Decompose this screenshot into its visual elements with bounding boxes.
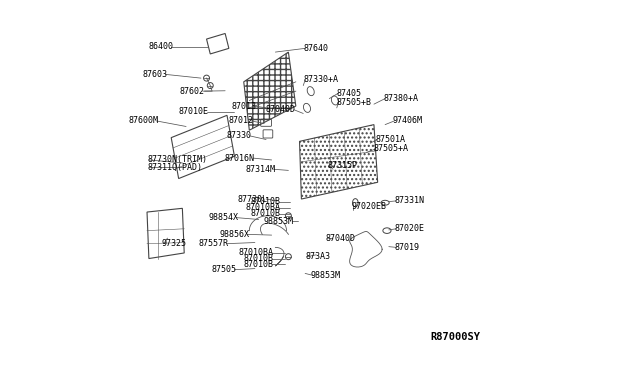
Text: 87600M: 87600M bbox=[128, 116, 158, 125]
Text: 97325: 97325 bbox=[162, 239, 187, 248]
Text: 87640: 87640 bbox=[303, 44, 328, 53]
Text: 87040D: 87040D bbox=[266, 105, 296, 114]
Text: 87315P: 87315P bbox=[328, 161, 357, 170]
Text: 87010B: 87010B bbox=[243, 260, 273, 269]
Text: 87405: 87405 bbox=[337, 89, 362, 97]
Text: 87380+A: 87380+A bbox=[383, 94, 419, 103]
Text: 87311Q(PAD): 87311Q(PAD) bbox=[147, 163, 202, 172]
Text: 873A3: 873A3 bbox=[305, 252, 330, 261]
Text: 97406M: 97406M bbox=[392, 116, 422, 125]
Text: 87331N: 87331N bbox=[394, 196, 424, 205]
Text: 87330: 87330 bbox=[226, 131, 251, 140]
Text: 87040D: 87040D bbox=[326, 234, 356, 243]
Text: 87501A: 87501A bbox=[375, 135, 405, 144]
Text: 87505+B: 87505+B bbox=[337, 98, 372, 107]
Text: 98853M: 98853M bbox=[310, 271, 340, 280]
Text: 87010BA: 87010BA bbox=[239, 248, 273, 257]
Text: 87010B: 87010B bbox=[243, 254, 273, 263]
Text: 87012: 87012 bbox=[228, 116, 253, 125]
Text: 87730L: 87730L bbox=[238, 195, 268, 203]
Text: 86400: 86400 bbox=[148, 42, 173, 51]
Text: 87016N: 87016N bbox=[225, 154, 255, 163]
Text: 87010B: 87010B bbox=[251, 209, 281, 218]
Text: 98856X: 98856X bbox=[220, 230, 250, 239]
Text: R87000SY: R87000SY bbox=[430, 332, 480, 342]
Text: 87019: 87019 bbox=[394, 243, 419, 252]
Text: 87330+A: 87330+A bbox=[303, 76, 339, 84]
Text: 87010BA: 87010BA bbox=[246, 203, 281, 212]
Text: 87010B: 87010B bbox=[251, 197, 281, 206]
Text: 87314M: 87314M bbox=[245, 165, 275, 174]
Text: 98854X: 98854X bbox=[208, 213, 238, 222]
Text: 98853M: 98853M bbox=[264, 217, 294, 226]
Text: 87730N(TRIM): 87730N(TRIM) bbox=[147, 155, 207, 164]
Text: 87505+A: 87505+A bbox=[374, 144, 409, 153]
Text: 87602: 87602 bbox=[180, 87, 205, 96]
Text: 87020E: 87020E bbox=[394, 224, 424, 233]
Text: 87603: 87603 bbox=[143, 70, 168, 79]
Text: 87505: 87505 bbox=[211, 265, 236, 274]
Text: 97020EB: 97020EB bbox=[351, 202, 387, 211]
Text: 87013: 87013 bbox=[232, 102, 257, 110]
Text: 87557R: 87557R bbox=[199, 239, 229, 248]
Text: 87010E: 87010E bbox=[179, 107, 209, 116]
